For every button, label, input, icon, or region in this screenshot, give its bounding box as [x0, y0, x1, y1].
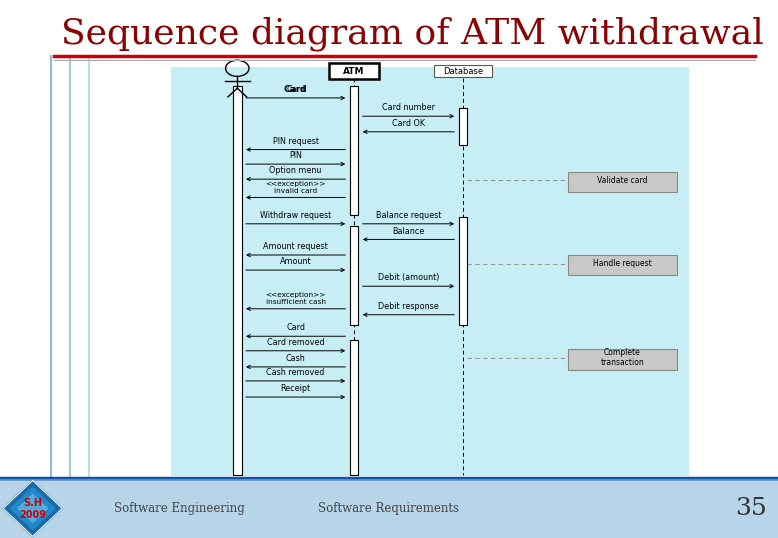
Text: ATM: ATM: [343, 67, 365, 75]
Text: Handle request: Handle request: [593, 259, 652, 268]
Text: Balance request: Balance request: [376, 211, 441, 220]
Polygon shape: [3, 480, 62, 536]
Text: 35: 35: [735, 498, 766, 520]
Text: Sequence diagram of ATM withdrawal: Sequence diagram of ATM withdrawal: [61, 17, 764, 51]
Text: Software Engineering: Software Engineering: [114, 502, 244, 515]
Polygon shape: [18, 494, 47, 522]
Bar: [568, 349, 677, 370]
Text: Debit response: Debit response: [378, 302, 439, 311]
Text: Amount: Amount: [280, 257, 311, 266]
Text: Withdraw request: Withdraw request: [260, 211, 331, 220]
Text: Cash removed: Cash removed: [266, 368, 325, 377]
Text: Receipt: Receipt: [281, 384, 310, 393]
Bar: [434, 65, 492, 77]
Bar: [459, 217, 467, 325]
Text: Cash: Cash: [286, 354, 306, 363]
Text: Card: Card: [286, 323, 305, 332]
Text: PIN request: PIN request: [272, 137, 319, 146]
Bar: [568, 255, 677, 275]
Text: <<exception>>
insufficient cash: <<exception>> insufficient cash: [265, 292, 326, 305]
Bar: [233, 86, 241, 475]
Bar: [171, 67, 689, 476]
Bar: [350, 226, 358, 325]
Bar: [328, 63, 379, 79]
Text: Validate card: Validate card: [598, 176, 647, 185]
Text: <<exception>>
invalid card: <<exception>> invalid card: [265, 181, 326, 194]
Bar: [350, 340, 358, 475]
Bar: [459, 108, 467, 145]
Text: Card OK: Card OK: [392, 119, 425, 128]
Text: Balance: Balance: [392, 226, 425, 236]
Text: Debit (amount): Debit (amount): [378, 273, 439, 282]
Polygon shape: [11, 487, 54, 529]
Text: Card: Card: [286, 85, 305, 94]
Text: 2009: 2009: [19, 510, 46, 520]
Text: S.H: S.H: [23, 498, 42, 508]
Polygon shape: [3, 480, 62, 536]
Text: Software Requirements: Software Requirements: [318, 502, 460, 515]
Text: Card: Card: [284, 85, 307, 94]
Bar: [0, 480, 778, 538]
Bar: [350, 86, 358, 215]
Text: Card number: Card number: [382, 103, 435, 112]
Text: Database: Database: [443, 67, 483, 75]
Text: Option menu: Option menu: [269, 166, 322, 175]
Text: Complete
transaction: Complete transaction: [601, 348, 644, 367]
Text: Amount request: Amount request: [263, 242, 328, 251]
Text: Card removed: Card removed: [267, 338, 324, 347]
Bar: [568, 172, 677, 192]
Text: PIN: PIN: [289, 151, 302, 160]
